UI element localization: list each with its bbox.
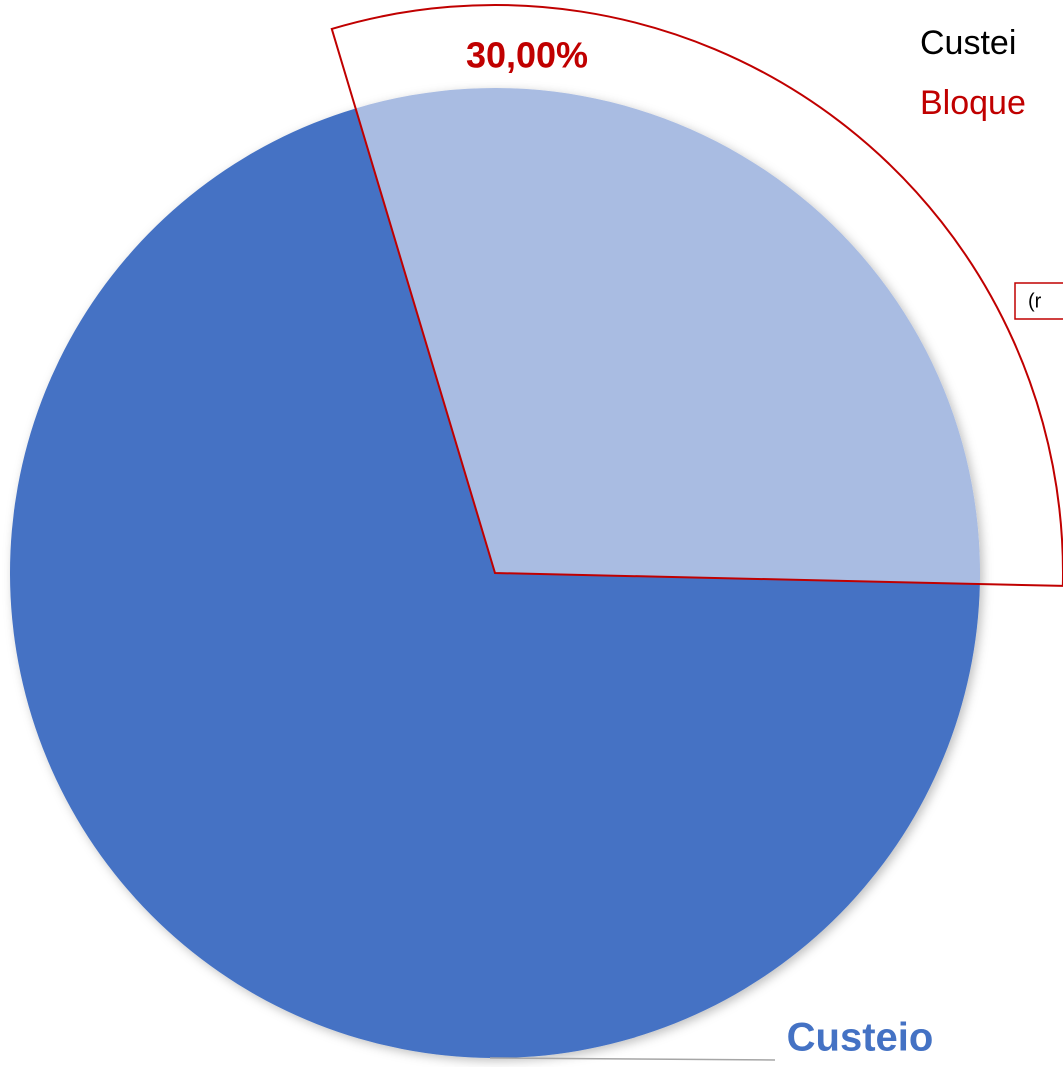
pie-slice [355,88,981,585]
annotation: (r [1028,290,1042,312]
highlight-outline [330,4,1063,587]
leader-line [489,1057,776,1061]
annotation: Custei [920,24,1016,62]
pie-slice [10,108,980,1058]
annotation-box [1014,282,1063,320]
pie [10,88,981,1058]
category-label: Custeio [787,1016,934,1060]
data-label: 30,00% [466,35,588,76]
annotation: Bloque [920,84,1026,122]
